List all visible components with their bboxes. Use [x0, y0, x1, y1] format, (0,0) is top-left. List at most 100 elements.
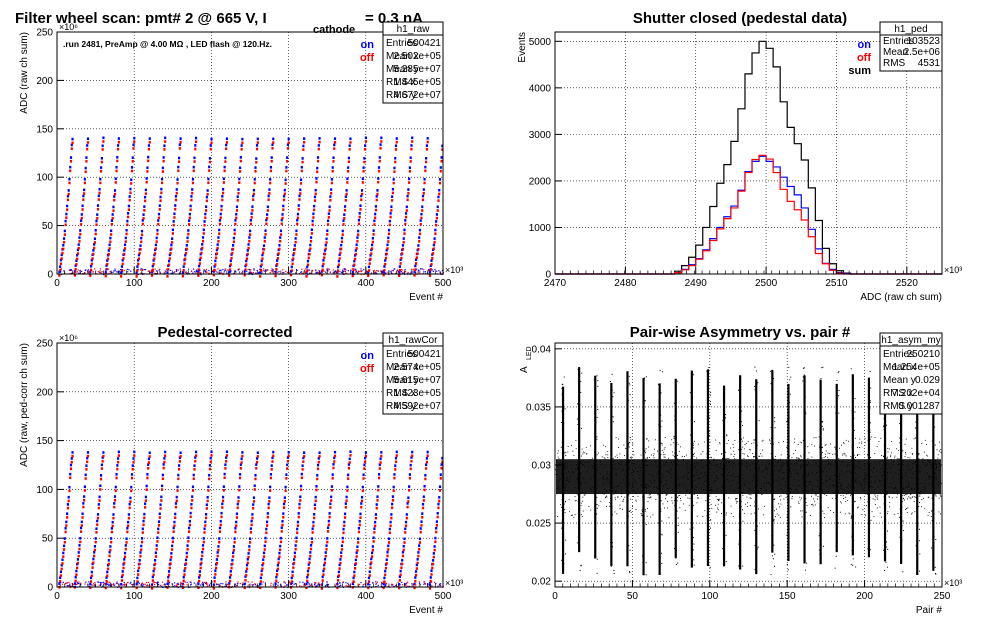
marker-off	[108, 555, 110, 558]
marker-on	[437, 196, 439, 199]
marker-on	[190, 195, 192, 198]
marker-point	[785, 481, 786, 482]
marker-off	[329, 516, 331, 519]
marker-point	[871, 470, 872, 471]
marker-on	[269, 178, 271, 181]
marker-off	[82, 198, 84, 201]
marker-point	[822, 458, 823, 459]
marker-on	[142, 528, 144, 531]
marker-on	[316, 474, 318, 477]
marker-off	[260, 580, 262, 583]
marker-point	[629, 376, 630, 377]
marker-point	[798, 474, 799, 475]
marker-on	[357, 537, 359, 540]
marker-on	[160, 188, 162, 191]
marker-noise	[374, 271, 375, 272]
marker-point	[829, 479, 830, 480]
marker-on	[311, 228, 313, 231]
marker-point	[577, 467, 578, 468]
marker-off	[390, 209, 392, 212]
marker-off	[281, 530, 283, 533]
marker-on	[219, 219, 221, 222]
marker-off	[325, 241, 327, 244]
marker-on	[201, 243, 203, 246]
marker-off	[249, 541, 251, 544]
marker-point	[867, 494, 868, 495]
marker-off	[356, 240, 358, 243]
marker-point	[729, 466, 730, 467]
marker-off	[141, 234, 143, 237]
marker-off	[316, 478, 318, 481]
marker-off	[223, 489, 225, 492]
marker-point	[607, 451, 608, 452]
marker-point	[809, 491, 810, 492]
marker-on	[77, 558, 79, 561]
marker-point	[576, 448, 577, 449]
marker-on	[116, 156, 118, 159]
marker-off	[359, 524, 361, 527]
marker-on	[109, 237, 111, 240]
stats-row-value: 5.615e+07	[393, 375, 441, 386]
marker-point	[685, 495, 686, 496]
marker-on	[64, 220, 66, 223]
marker-point	[702, 516, 703, 517]
marker-off	[132, 147, 134, 150]
marker-off	[342, 233, 344, 236]
marker-off	[102, 140, 104, 143]
marker-off	[94, 241, 96, 244]
marker-on	[207, 486, 209, 489]
marker-point	[615, 492, 616, 493]
marker-on	[373, 527, 375, 530]
marker-point	[890, 456, 891, 457]
marker-point	[720, 443, 721, 444]
marker-off	[278, 561, 280, 564]
marker-on	[264, 236, 266, 239]
marker-off	[210, 461, 212, 464]
marker-on	[139, 244, 141, 247]
marker-point	[914, 511, 915, 512]
marker-on	[390, 212, 392, 215]
marker-point	[674, 415, 675, 416]
marker-on	[261, 260, 263, 263]
marker-on	[359, 204, 361, 207]
marker-off	[332, 467, 334, 470]
marker-point	[612, 464, 613, 465]
marker-on	[294, 244, 296, 247]
marker-off	[303, 141, 305, 144]
marker-point	[601, 464, 602, 465]
marker-point	[907, 486, 908, 487]
y-tick-label: 3000	[529, 130, 552, 141]
marker-point	[568, 471, 569, 472]
marker-noise	[413, 269, 414, 270]
x-tick-label: 2510	[825, 278, 848, 289]
marker-on	[386, 551, 388, 554]
marker-off	[203, 232, 205, 235]
x-tick-label: 0	[54, 591, 60, 602]
marker-noise	[361, 271, 362, 272]
marker-point	[761, 494, 762, 495]
marker-point	[582, 497, 583, 498]
marker-on	[159, 512, 161, 515]
marker-noise	[402, 584, 403, 585]
marker-off	[163, 148, 165, 151]
marker-on	[329, 205, 331, 208]
marker-point	[604, 494, 605, 495]
marker-point	[838, 486, 839, 487]
marker-point	[899, 470, 900, 471]
marker-off	[375, 209, 377, 212]
marker-on	[144, 502, 146, 505]
marker-on	[421, 512, 423, 515]
marker-point	[937, 449, 938, 450]
marker-point	[726, 461, 727, 462]
marker-point	[764, 506, 765, 507]
marker-off	[63, 241, 65, 244]
marker-point	[648, 497, 649, 498]
marker-point	[832, 485, 833, 486]
marker-point	[728, 440, 729, 441]
marker-point	[843, 453, 844, 454]
marker-noise	[127, 269, 128, 270]
marker-off	[288, 455, 290, 458]
marker-noise	[58, 583, 59, 584]
marker-point	[628, 453, 629, 454]
marker-off	[153, 567, 155, 570]
